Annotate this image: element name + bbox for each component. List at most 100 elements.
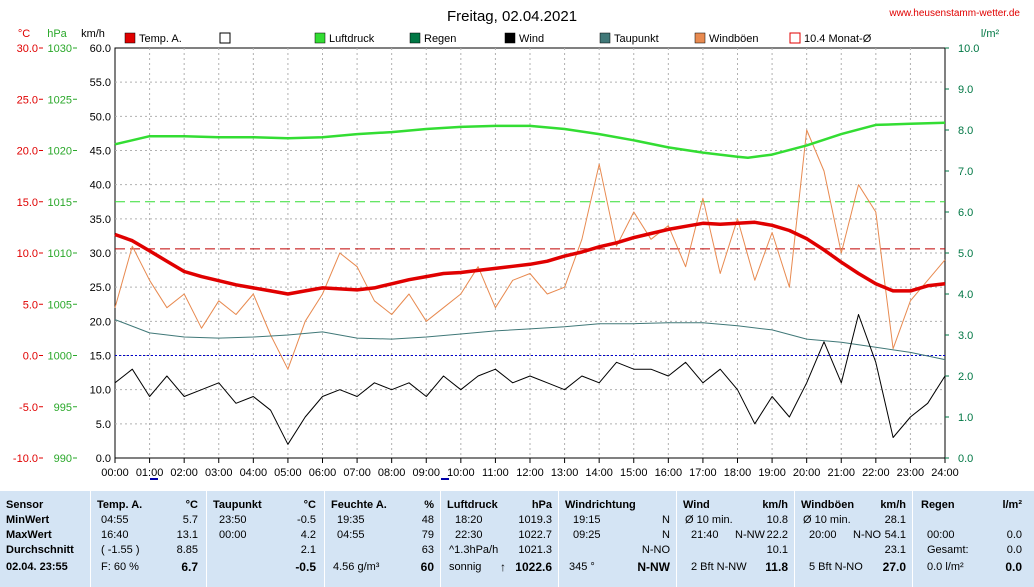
dewpoint-column: Taupunkt °C 23:50 -0.5 00:00 4.2 2.1 -0.… — [206, 491, 324, 587]
humidity-min-value: 48 — [421, 514, 434, 526]
x-tick-label: 13:00 — [551, 467, 579, 479]
x-tick-label: 07:00 — [343, 467, 371, 479]
series-line-windb-en — [114, 129, 946, 370]
x-tick-label: 12:00 — [516, 467, 544, 479]
kmh-tick-label: 20.0 — [90, 316, 111, 328]
hpa-tick-label: 1010 — [48, 248, 72, 260]
hpa-tick-label: 1030 — [48, 43, 72, 55]
legend-swatch-blank — [219, 32, 231, 44]
kmh-tick-label: 55.0 — [90, 77, 111, 89]
kmh-tick-label: 60.0 — [90, 43, 111, 55]
rain-current-value: 0.0 — [1005, 560, 1022, 574]
temp-max-value: 13.1 — [176, 529, 198, 541]
humidity-abs-value: 4.56 g/m³ — [333, 561, 380, 573]
humidity-column: Feuchte A. % 19:35 48 04:55 79 63 4.56 g… — [324, 491, 440, 587]
rain-tick-label: 8.0 — [958, 125, 973, 137]
pressure-column: Luftdruck hPa 18:20 1019.3 22:30 1022.7 … — [440, 491, 558, 587]
row-labels-column: Sensor MinWert MaxWert Durchschnitt 02.0… — [0, 491, 90, 587]
dewpoint-min-time: 23:50 — [219, 514, 247, 526]
winddir-degrees: 345 ° — [569, 561, 595, 573]
x-tick-label: 16:00 — [655, 467, 683, 479]
temp-avg-value: 8.85 — [176, 544, 198, 556]
legend-swatch — [409, 32, 421, 44]
winddir-header: Windrichtung — [565, 499, 636, 511]
x-tick-label: 20:00 — [793, 467, 821, 479]
wind-max-dir: N-NW — [735, 529, 765, 541]
legend-swatch-monthly-avg — [789, 32, 801, 44]
legend-swatch — [504, 32, 516, 44]
x-tick-label: 06:00 — [309, 467, 337, 479]
series-line-luftdruck — [114, 121, 946, 159]
hpa-tick-label: 1025 — [48, 94, 72, 106]
kmh-tick-label: 0.0 — [96, 453, 111, 465]
hpa-tick-label: 1005 — [48, 299, 72, 311]
hpa-tick-label: 990 — [54, 453, 72, 465]
pressure-unit: hPa — [531, 499, 552, 511]
temp-tick-label: 0.0 — [23, 351, 38, 363]
legend-swatch — [124, 32, 136, 44]
moon-phase-icon — [441, 478, 449, 480]
x-tick-label: 10:00 — [447, 467, 475, 479]
dewpoint-current-value: -0.5 — [295, 560, 316, 574]
row-label-min: MinWert — [6, 514, 50, 526]
pressure-up-arrow-icon: ↑ — [500, 560, 506, 574]
rain-tick-label: 0.0 — [958, 453, 973, 465]
x-tick-label: 21:00 — [827, 467, 855, 479]
humidity-max-time: 04:55 — [337, 529, 365, 541]
x-tick-label: 08:00 — [378, 467, 406, 479]
rain-max-value: 0.0 — [1006, 529, 1022, 541]
gust-max-value: 54.1 — [884, 529, 906, 541]
weather-chart: 00:00 01:00 02:00 03:00 04:00 05:00 06:00 07:00… — [10, 8, 1020, 480]
humidity-min-time: 19:35 — [337, 514, 365, 526]
temp-min-value: 5.7 — [182, 514, 198, 526]
legend-swatch — [694, 32, 706, 44]
pressure-trend: ^1.3hPa/h — [449, 544, 499, 556]
rain-tick-label: 6.0 — [958, 207, 973, 219]
temp-tick-label: 25.0 — [17, 94, 38, 106]
sunset-time: 19:58 — [770, 479, 798, 480]
pressure-min-value: 1019.3 — [518, 514, 552, 526]
rain-unit-label: l/m² — [981, 28, 1000, 40]
temp-current-value: 6.7 — [181, 560, 198, 574]
dewpoint-unit: °C — [303, 499, 316, 511]
temp-avg-note: ( -1.55 ) — [101, 544, 140, 556]
x-tick-label: 23:00 — [897, 467, 925, 479]
gust-current-value: 27.0 — [882, 560, 906, 574]
humidity-header: Feuchte A. — [331, 499, 387, 511]
wind-current-value: 11.8 — [765, 560, 788, 574]
row-label-avg: Durchschnitt — [6, 544, 74, 556]
hpa-tick-label: 1020 — [48, 146, 72, 158]
dewpoint-max-time: 00:00 — [219, 529, 247, 541]
x-tick-label: 11:00 — [482, 467, 509, 479]
gust-max-time: 20:00 — [809, 529, 837, 541]
x-tick-label: 01:00 — [136, 467, 164, 479]
wind-avg10-value: 10.8 — [766, 514, 788, 526]
wind-max-time: 21:40 — [691, 529, 719, 541]
gust-unit: km/h — [880, 499, 906, 511]
x-tick-label: 02:00 — [170, 467, 198, 479]
rain-tick-label: 1.0 — [958, 412, 973, 424]
humidity-max-value: 79 — [421, 529, 434, 541]
winddir-column: Windrichtung 19:15 N 09:25 N N-NO 345 ° … — [558, 491, 676, 587]
moonset-icon — [150, 478, 158, 480]
wind-column: Wind km/h Ø 10 min. 10.8 21:40 N-NW 22.2… — [676, 491, 794, 587]
kmh-unit-label: km/h — [81, 28, 105, 40]
winddir-min-value: N — [662, 514, 670, 526]
x-tick-label: 18:00 — [724, 467, 752, 479]
temp-tick-label: 20.0 — [17, 146, 38, 158]
pressure-header: Luftdruck — [447, 499, 498, 511]
temp-unit: °C — [185, 499, 198, 511]
temp-header: Temp. A. — [97, 499, 143, 511]
row-label-max: MaxWert — [6, 529, 52, 541]
rain-total-label: Gesamt: — [927, 544, 969, 556]
temp-tick-label: -10.0 — [13, 453, 38, 465]
summary-table: Sensor MinWert MaxWert Durchschnitt 02.0… — [0, 491, 1034, 587]
dewpoint-max-value: 4.2 — [300, 529, 316, 541]
hpa-tick-label: 1000 — [48, 351, 72, 363]
moonset-time: 01:14 — [160, 479, 188, 480]
wind-max-value: 22.2 — [766, 529, 788, 541]
rain-unit: l/m² — [1002, 499, 1022, 511]
legend-label: Regen — [424, 33, 456, 45]
x-tick-label: 04:00 — [240, 467, 268, 479]
pressure-max-value: 1022.7 — [518, 529, 552, 541]
